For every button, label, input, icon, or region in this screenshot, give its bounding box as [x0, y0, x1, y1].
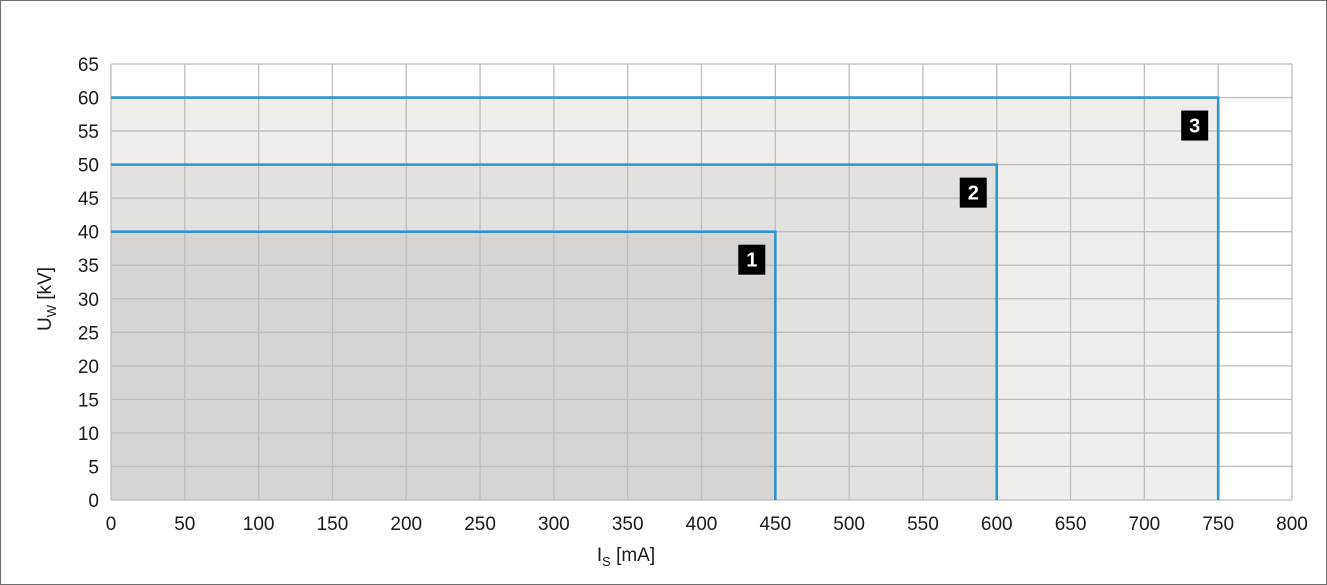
y-tick-label-60: 60	[78, 89, 99, 110]
x-axis-label: IS [mA]	[597, 545, 655, 569]
x-tick-label-800: 800	[1276, 514, 1308, 535]
x-tick-label-400: 400	[686, 514, 718, 535]
x-tick-label-300: 300	[538, 514, 570, 535]
x-tick-label-600: 600	[981, 514, 1013, 535]
y-tick-label-55: 55	[78, 122, 99, 143]
y-tick-label-45: 45	[78, 189, 99, 210]
x-tick-label-650: 650	[1055, 514, 1087, 535]
series-marker-label-2: 2	[968, 183, 979, 205]
x-tick-label-250: 250	[464, 514, 496, 535]
y-tick-label-0: 0	[88, 491, 99, 512]
y-tick-label-20: 20	[78, 357, 99, 378]
series-marker-label-1: 1	[746, 250, 757, 272]
y-tick-label-50: 50	[78, 156, 99, 177]
y-tick-label-15: 15	[78, 390, 99, 411]
y-tick-label-35: 35	[78, 256, 99, 277]
x-tick-label-450: 450	[759, 514, 791, 535]
y-tick-label-5: 5	[88, 457, 99, 478]
x-tick-labels: 0 50 100 150 200 250 300 350 400 450 500 550 600 650 7…	[106, 514, 1308, 535]
x-tick-label-550: 550	[907, 514, 939, 535]
series-marker-1: 1	[738, 245, 765, 275]
x-tick-label-200: 200	[390, 514, 422, 535]
series-marker-2: 2	[960, 178, 987, 208]
x-tick-label-500: 500	[833, 514, 865, 535]
x-tick-label-350: 350	[612, 514, 644, 535]
x-tick-label-700: 700	[1129, 514, 1161, 535]
y-axis-label: UW [kV]	[35, 267, 59, 331]
x-tick-label-750: 750	[1202, 514, 1234, 535]
y-tick-label-40: 40	[78, 223, 99, 244]
y-tick-labels: 0 5 10 15 20 25 30 35 40 45 50 55 60 65	[78, 55, 99, 512]
y-tick-label-65: 65	[78, 55, 99, 76]
series-marker-label-3: 3	[1189, 116, 1200, 138]
x-tick-label-150: 150	[317, 514, 349, 535]
x-tick-label-100: 100	[243, 514, 275, 535]
y-tick-label-30: 30	[78, 290, 99, 311]
x-tick-label-0: 0	[106, 514, 117, 535]
y-tick-label-25: 25	[78, 323, 99, 344]
y-tick-label-10: 10	[78, 424, 99, 445]
x-tick-label-50: 50	[174, 514, 195, 535]
series-marker-3: 3	[1181, 111, 1208, 141]
